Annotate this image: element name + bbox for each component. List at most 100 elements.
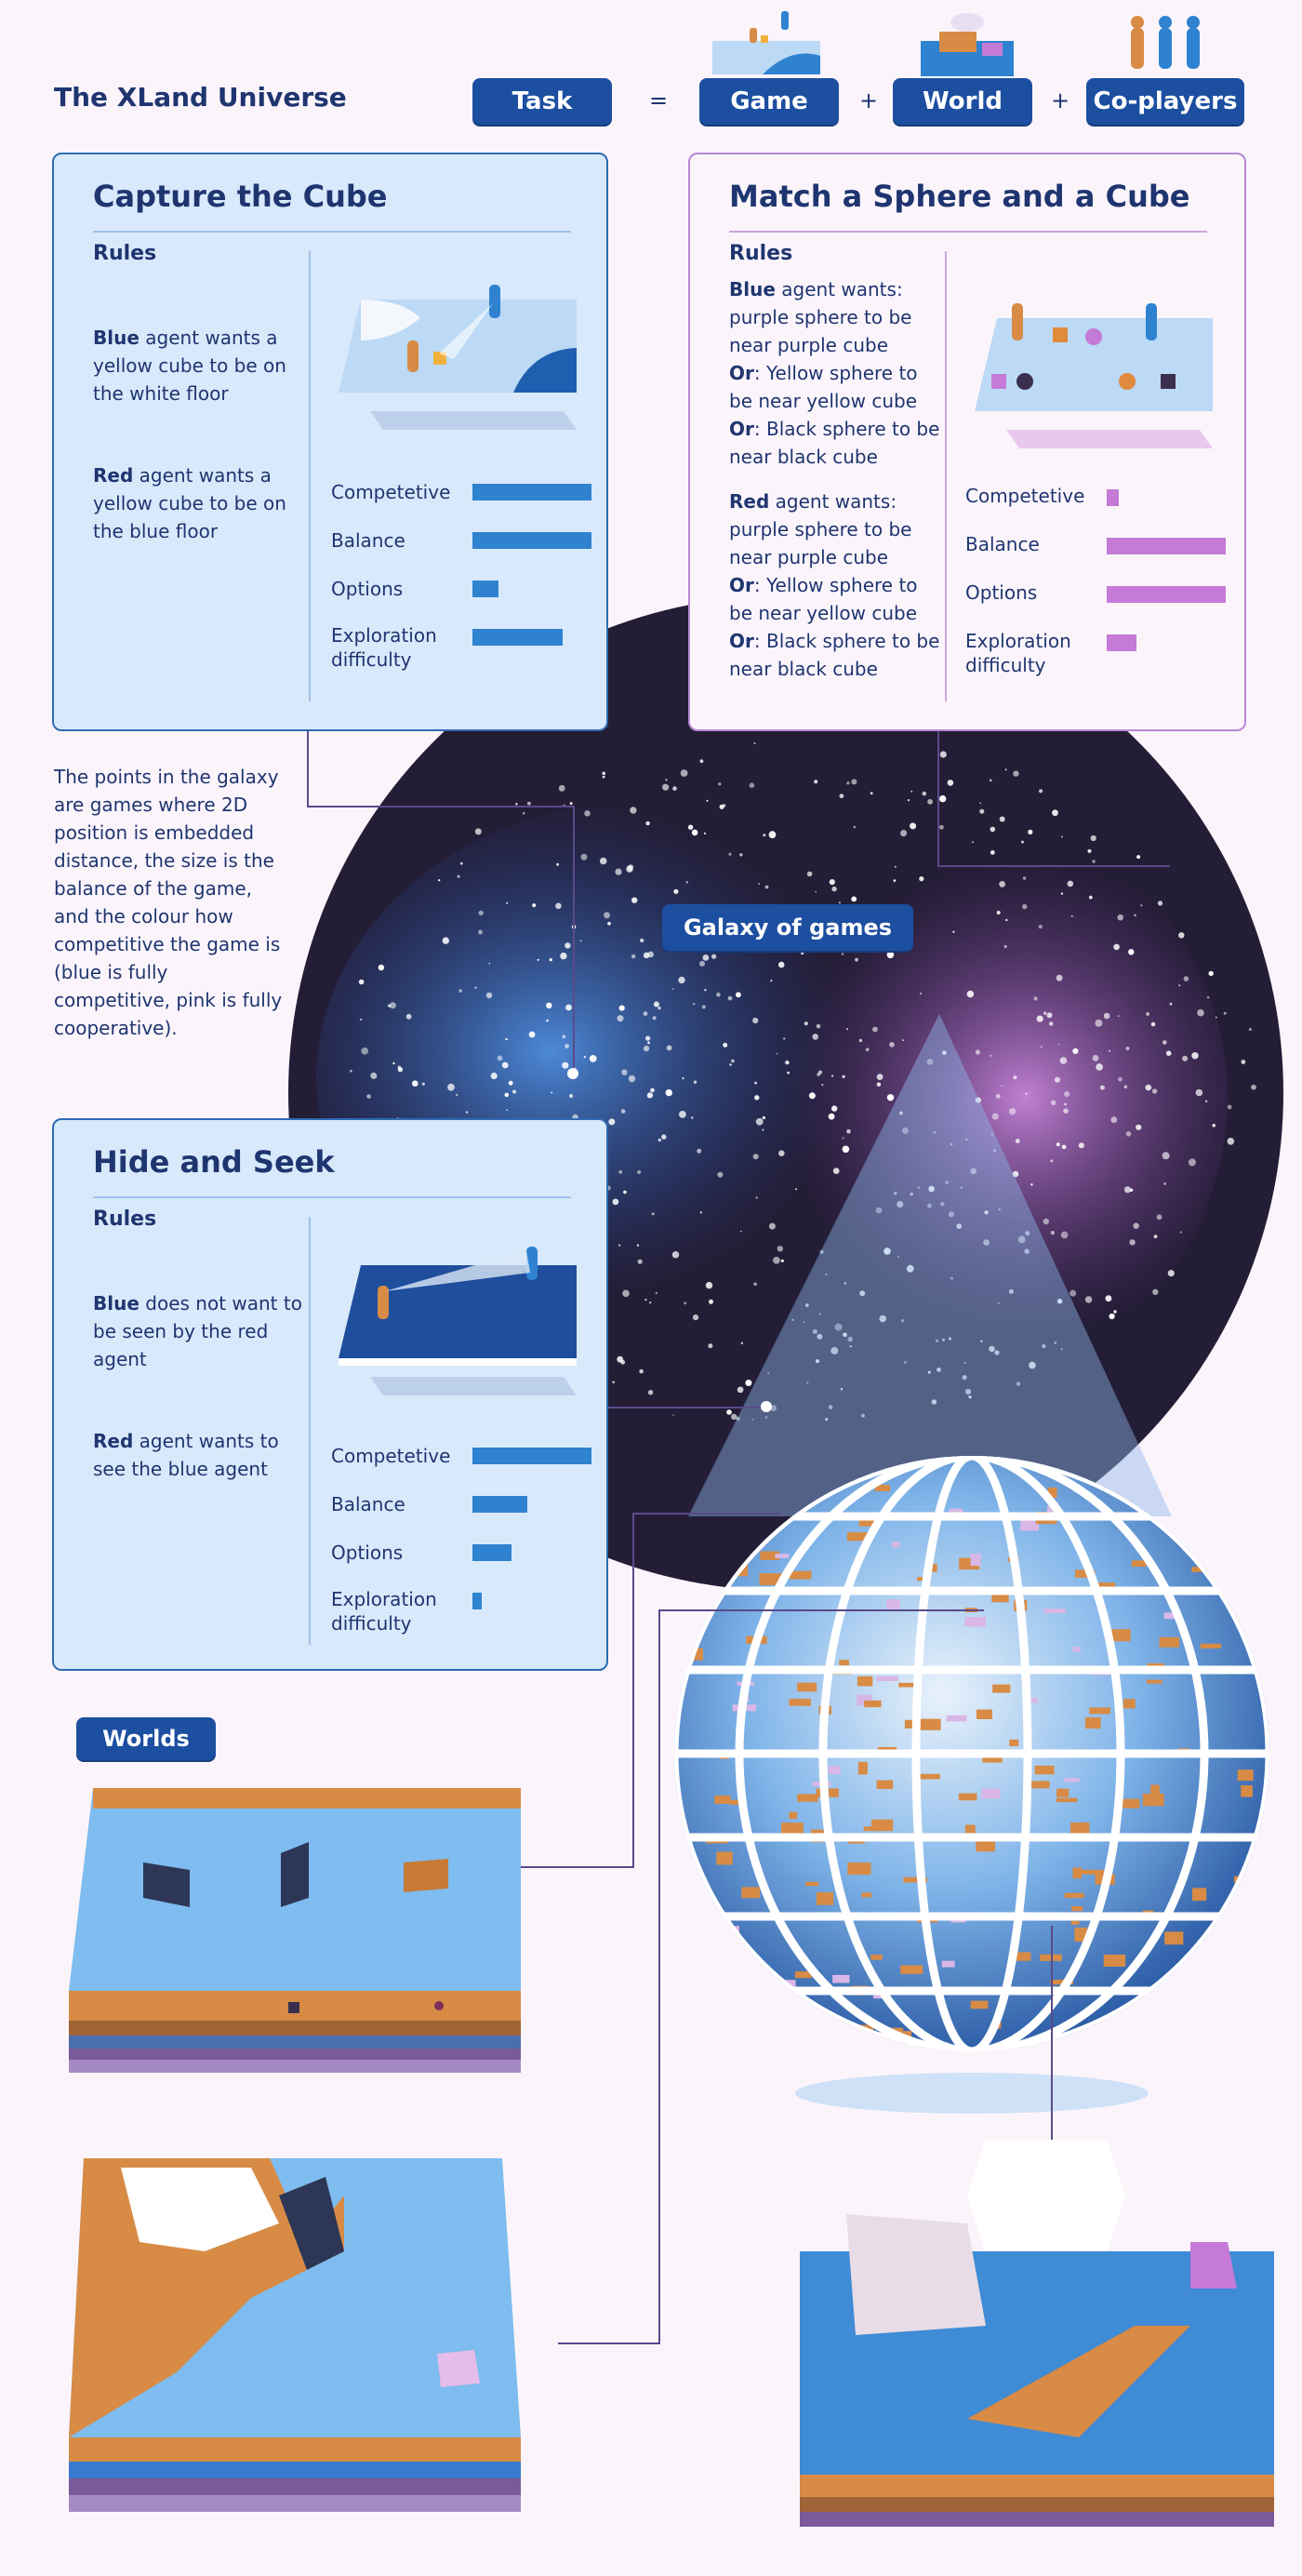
rules-heading: Rules (93, 242, 157, 265)
galaxy-point (787, 1071, 790, 1074)
galaxy-point (643, 1046, 650, 1052)
galaxy-point (897, 1200, 904, 1208)
galaxy-point (753, 742, 756, 744)
galaxy-point (783, 1037, 786, 1040)
galaxy-point (651, 1212, 655, 1216)
galaxy-point (645, 821, 650, 826)
galaxy-point (673, 888, 679, 894)
galaxy-point (996, 911, 1001, 914)
galaxy-point (1017, 1235, 1026, 1244)
metric-bar (1107, 634, 1136, 651)
world-tile-3 (800, 2140, 1274, 2527)
galaxy-point (745, 1380, 752, 1386)
galaxy-point (828, 1405, 833, 1409)
galaxy-point (728, 852, 732, 856)
galaxy-point (682, 1076, 684, 1080)
galaxy-point (711, 954, 717, 959)
galaxy-point (828, 1113, 835, 1120)
galaxy-point (754, 1081, 757, 1085)
galaxy-point (758, 883, 760, 885)
globe-world-patch (793, 2006, 810, 2014)
galaxy-point (968, 1395, 972, 1399)
galaxy-point (960, 1186, 963, 1189)
globe-world-patch (794, 1971, 812, 1979)
galaxy-point (993, 1149, 996, 1152)
galaxy-point (717, 1171, 724, 1178)
globe-world-patch (1026, 1698, 1039, 1703)
galaxy-point (990, 1133, 994, 1136)
galaxy-point (684, 1301, 687, 1305)
title-underline (93, 231, 571, 233)
galaxy-point (457, 874, 460, 878)
galaxy-point (846, 1128, 851, 1134)
globe-world-patch (759, 1573, 783, 1585)
connector-line (937, 731, 939, 867)
globe-world-patch (1156, 1499, 1169, 1504)
galaxy-point (1015, 1139, 1020, 1143)
galaxy-point (640, 938, 644, 943)
galaxy-point (490, 1072, 498, 1080)
globe-world-patch (1147, 1662, 1164, 1667)
connector-dot (761, 1401, 772, 1412)
galaxy-point (1030, 1183, 1033, 1186)
globe-world-patch (958, 1793, 977, 1801)
galaxy-point (816, 1359, 819, 1364)
galaxy-point (617, 1355, 624, 1363)
globe-world-patch (1071, 1906, 1083, 1912)
globe-world-patch (1164, 1931, 1184, 1945)
galaxy-point (931, 1399, 937, 1405)
galaxy-point (1061, 1144, 1067, 1150)
galaxy-point (1060, 1348, 1063, 1351)
globe-world-patch (721, 1475, 742, 1488)
galaxy-point (762, 1128, 764, 1131)
galaxy-point (984, 1210, 989, 1215)
galaxy-point (658, 1007, 661, 1010)
galaxy-point (602, 771, 605, 776)
galaxy-point (1195, 1088, 1203, 1097)
metric-label: Competetive (965, 485, 1085, 507)
globe-world-patch (1056, 1797, 1078, 1803)
galaxy-point (764, 1416, 768, 1419)
galaxy-point (821, 1083, 824, 1087)
globe-world-patch (857, 1694, 873, 1706)
galaxy-point (903, 1361, 907, 1364)
globe-world-patch (863, 1826, 880, 1832)
galaxy-point (875, 1207, 883, 1214)
galaxy-point (1043, 1218, 1049, 1225)
galaxy-point (731, 1059, 735, 1063)
metric-bar (1107, 538, 1226, 554)
galaxy-point (801, 952, 804, 955)
galaxy-point (819, 1249, 824, 1254)
galaxy-point (1178, 984, 1181, 987)
galaxy-point (1109, 1049, 1110, 1052)
galaxy-point (876, 1082, 882, 1087)
galaxy-point (644, 1035, 651, 1041)
galaxy-point (647, 1390, 654, 1395)
globe-world-patch (724, 1955, 749, 1966)
globe-world-patch (1237, 1769, 1254, 1782)
galaxy-point (972, 841, 974, 844)
globe-world-patch (693, 1648, 703, 1661)
globe-world-patch (917, 1577, 927, 1582)
galaxy-point (628, 864, 634, 870)
globe-world-patch (970, 1554, 981, 1567)
galaxy-point (691, 1116, 694, 1119)
galaxy-point (910, 822, 917, 830)
globe-world-patch (789, 1811, 798, 1820)
galaxy-point (839, 794, 844, 799)
globe-world-patch (828, 1766, 841, 1774)
galaxy-point (736, 1416, 740, 1421)
galaxy-point (737, 1386, 744, 1394)
galaxy-point (893, 879, 897, 882)
galaxy-point (999, 881, 1005, 888)
galaxy-point (1013, 770, 1019, 777)
galaxy-point (956, 1223, 963, 1229)
galaxy-point (851, 779, 857, 785)
galaxy-point (617, 1015, 624, 1022)
galaxy-point (1128, 949, 1135, 955)
galaxy-point (964, 1388, 972, 1395)
galaxy-point (941, 1338, 946, 1341)
connector-line (937, 865, 1170, 867)
galaxy-point (562, 1061, 569, 1069)
galaxy-point (680, 769, 688, 777)
